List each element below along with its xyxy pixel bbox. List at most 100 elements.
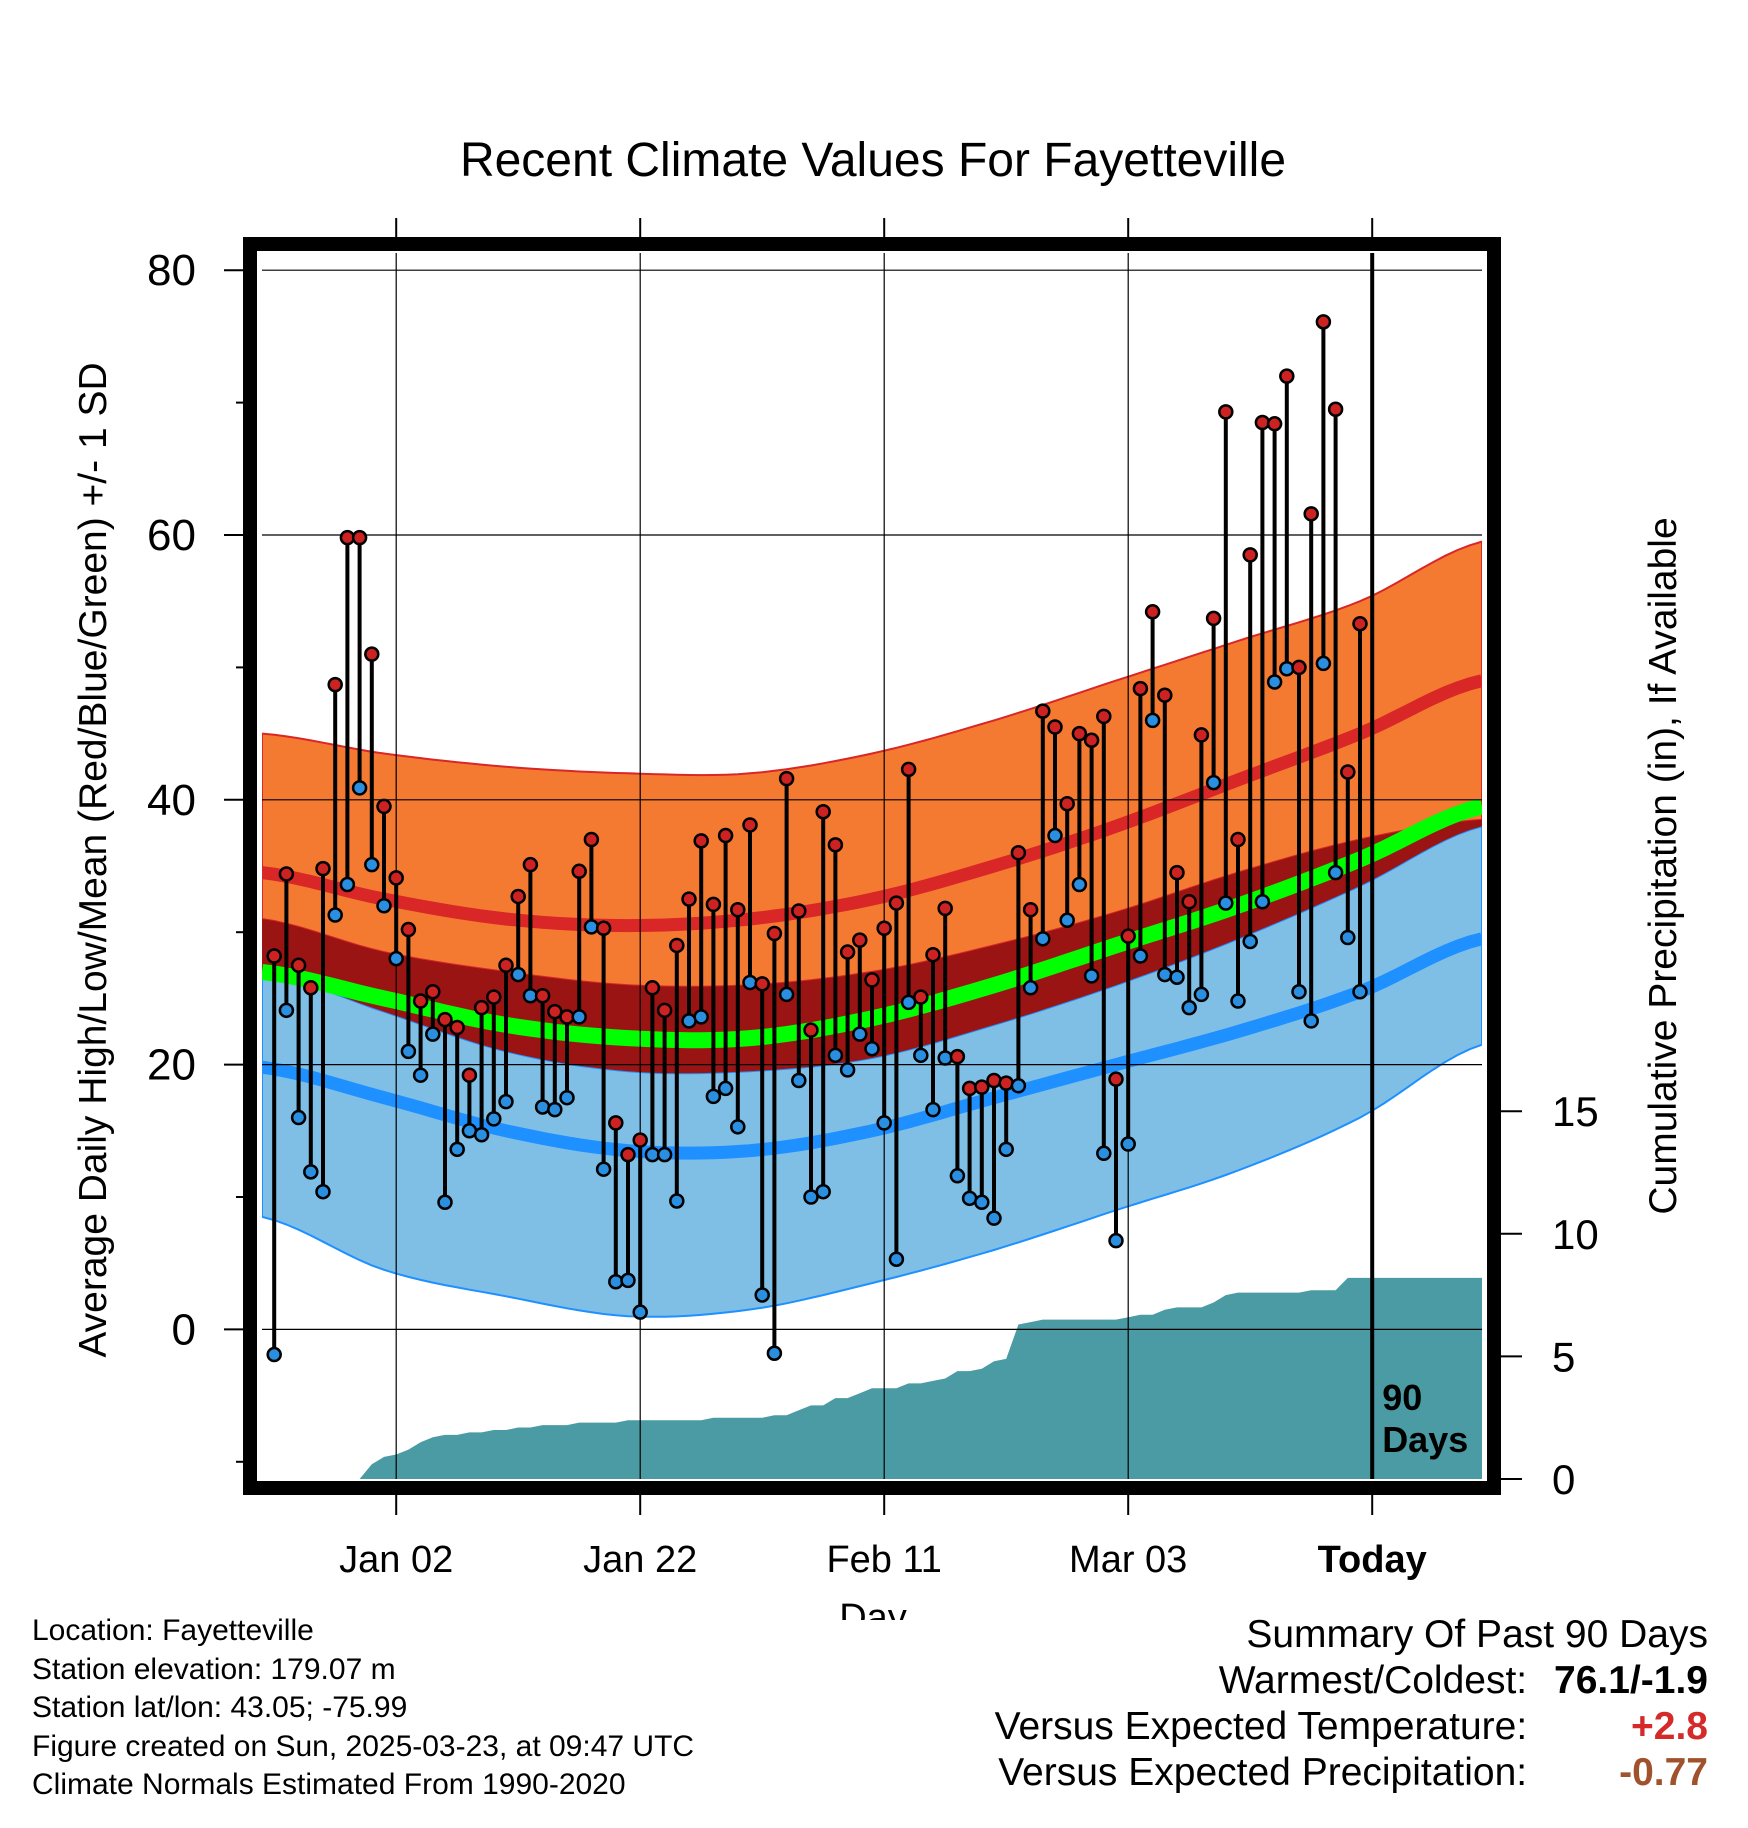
daily-low-point	[266, 1346, 282, 1363]
daily-high-point	[693, 833, 709, 849]
daily-high-point	[1120, 928, 1136, 944]
station-info: Location: Fayetteville Station elevation…	[32, 1612, 694, 1805]
daily-low-point	[754, 1287, 770, 1303]
daily-high-point	[437, 1011, 453, 1028]
daily-low-point	[1108, 1232, 1124, 1249]
daily-high-point	[1108, 1071, 1124, 1087]
daily-high-point	[1291, 659, 1307, 676]
daily-low-point	[376, 897, 392, 914]
created-text: Figure created on Sun, 2025-03-23, at 09…	[32, 1729, 695, 1763]
precipitation-anomaly-row: Versus Expected Precipitation: -0.77	[995, 1750, 1708, 1796]
daily-high-point	[1352, 615, 1368, 632]
normal-high-line	[262, 674, 1482, 933]
daily-low-point	[852, 1026, 868, 1042]
daily-low-point	[705, 1088, 722, 1105]
y2-axis-label: Cumulative Precipitation (in), If Availa…	[1642, 517, 1685, 1214]
precipitation-anomaly-value: -0.77	[1619, 1751, 1708, 1794]
daily-high-point	[1144, 604, 1161, 620]
daily-high-point	[364, 646, 380, 662]
daily-low-point	[534, 1099, 551, 1115]
daily-low-point	[1132, 948, 1149, 964]
daily-high-point	[1193, 727, 1210, 743]
daily-low-point	[1266, 674, 1283, 690]
daily-high-point	[937, 900, 953, 917]
daily-high-point	[412, 993, 429, 1009]
temperature-anomaly-row: Versus Expected Temperature: +2.8	[995, 1704, 1708, 1750]
daily-high-point	[791, 903, 807, 919]
daily-low-point	[803, 1189, 819, 1205]
daily-high-point	[534, 987, 551, 1004]
daily-high-point	[1022, 901, 1039, 918]
y2-tick-label: 15	[1552, 1088, 1599, 1135]
daily-high-point	[473, 999, 490, 1016]
daily-high-point	[1340, 764, 1356, 780]
daily-low-point	[388, 950, 404, 967]
warmest-coldest-row: Warmest/Coldest: 76.1/-1.9	[995, 1658, 1708, 1704]
daily-low-point	[876, 1115, 892, 1131]
y-axis-label: Average Daily High/Low/Mean (Red/Blue/Gr…	[72, 362, 115, 1357]
daily-high-point	[400, 921, 417, 938]
daily-low-point	[1157, 966, 1173, 983]
y2-tick-label: 5	[1552, 1333, 1575, 1380]
y-tick-label: 20	[147, 1041, 196, 1090]
location-text: Location: Fayetteville	[32, 1614, 314, 1647]
daily-low-point	[656, 1146, 673, 1163]
daily-low-point	[717, 1080, 734, 1097]
daily-high-point	[986, 1072, 1002, 1089]
y-tick-label: 60	[147, 511, 196, 560]
daily-low-point	[486, 1111, 502, 1127]
daily-low-point	[303, 1164, 319, 1180]
daily-high-point	[449, 1019, 465, 1036]
daily-low-point	[315, 1183, 331, 1200]
daily-high-point	[852, 932, 868, 948]
x-tick-label: Jan 22	[583, 1539, 697, 1581]
daily-high-point	[974, 1079, 990, 1095]
daily-low-point	[1254, 893, 1271, 910]
daily-high-point	[1230, 831, 1246, 848]
daily-low-point	[559, 1089, 575, 1106]
daily-high-point	[656, 1002, 673, 1019]
daily-high-point	[717, 827, 734, 844]
y2-tick-label: 10	[1552, 1211, 1599, 1258]
daily-low-point	[1083, 968, 1100, 984]
daily-high-point	[1096, 708, 1112, 725]
today-label-number: 90	[1382, 1377, 1422, 1418]
daily-high-point	[461, 1067, 478, 1083]
daily-high-point	[278, 866, 295, 882]
daily-low-point	[766, 1345, 783, 1361]
daily-low-point	[949, 1168, 966, 1184]
daily-high-point	[961, 1080, 978, 1097]
normal-low-line	[262, 932, 1482, 1160]
daily-high-point	[669, 937, 685, 954]
daily-low-point	[1242, 933, 1258, 950]
daily-high-point	[522, 856, 539, 873]
daily-high-point	[888, 895, 905, 911]
daily-high-point	[632, 1132, 648, 1148]
daily-high-point	[351, 529, 368, 546]
daily-low-point	[742, 974, 758, 991]
x-tick-label: Today	[1318, 1539, 1427, 1581]
daily-low-point	[1047, 827, 1063, 844]
daily-low-point	[473, 1127, 490, 1143]
daily-high-point	[1083, 732, 1100, 748]
daily-high-point	[742, 817, 758, 833]
daily-low-point	[351, 780, 368, 796]
daily-low-point	[1315, 655, 1332, 672]
daily-low-point	[974, 1194, 990, 1211]
daily-low-point	[937, 1050, 953, 1066]
daily-high-point	[376, 798, 392, 815]
daily-high-point	[766, 925, 783, 942]
daily-high-point	[1035, 703, 1051, 719]
normals-text: Climate Normals Estimated From 1990-2020	[32, 1768, 626, 1801]
daily-low-point	[1340, 929, 1356, 946]
daily-low-point	[412, 1067, 429, 1083]
daily-high-point	[1279, 368, 1295, 384]
daily-low-point	[620, 1272, 636, 1289]
daily-high-point	[327, 676, 343, 693]
daily-high-point	[730, 901, 746, 918]
daily-high-point	[754, 976, 770, 992]
daily-low-point	[571, 1009, 587, 1025]
daily-low-point	[278, 1002, 295, 1019]
daily-low-point	[1218, 895, 1234, 911]
